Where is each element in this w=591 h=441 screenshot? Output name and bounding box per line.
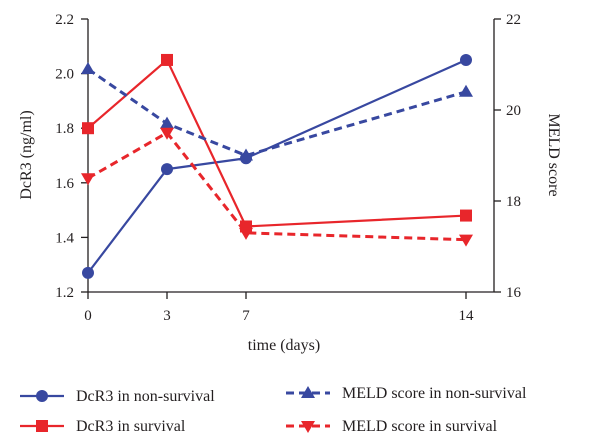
series-markers	[81, 53, 473, 279]
legend-label-3: MELD score in survival	[342, 418, 498, 435]
right-y-tick-label-1: 18	[506, 194, 521, 210]
series-line-1	[87, 58, 467, 228]
series-3-point-2	[239, 227, 253, 240]
legend-swatch-0	[20, 390, 64, 402]
x-tick-label-1: 3	[163, 308, 171, 324]
legend-marker-3	[301, 421, 315, 433]
tick-labels: 1.2 1.4 1.6 1.8 2.0 2.2 16 18 20 22 0 3 7 14	[55, 12, 521, 324]
series-2-point-1	[160, 116, 174, 129]
series-1-point-3	[460, 209, 472, 222]
series-line-3	[87, 131, 467, 242]
left-y-tick-label-5: 2.2	[55, 12, 74, 28]
legend-label-0: DcR3 in non-survival	[76, 388, 215, 405]
left-y-tick-label-3: 1.8	[55, 121, 74, 137]
tick-marks	[81, 18, 501, 299]
series-0-point-0	[82, 266, 94, 279]
series-0-point-1	[161, 163, 173, 176]
left-y-tick-label-1: 1.4	[55, 230, 74, 246]
series-1-point-1	[161, 53, 173, 66]
series-0-point-3	[460, 53, 472, 66]
legend: DcR3 in non-survival DcR3 in survival MELD…	[20, 385, 527, 435]
x-tick-label-2: 7	[242, 308, 250, 324]
legend-label-2: MELD score in non-survival	[342, 385, 527, 402]
legend-swatch-1	[20, 420, 64, 432]
right-y-tick-label-0: 16	[506, 285, 522, 301]
left-y-axis-title: DcR3 (ng/ml)	[18, 110, 35, 199]
right-y-tick-label-2: 20	[506, 103, 521, 119]
series-line-0	[87, 58, 467, 274]
axes	[87, 19, 495, 293]
series-3-point-0	[81, 173, 95, 186]
series-2-point-3	[459, 84, 473, 97]
series-1-point-0	[82, 122, 94, 135]
legend-marker-0	[36, 390, 48, 402]
series-2-point-2	[239, 148, 253, 161]
legend-label-1: DcR3 in survival	[76, 418, 186, 435]
left-y-tick-label-0: 1.2	[55, 285, 74, 301]
left-y-tick-label-4: 2.0	[55, 67, 74, 83]
x-tick-label-3: 14	[459, 308, 475, 324]
legend-marker-2	[301, 386, 315, 398]
series-3-point-3	[459, 234, 473, 247]
right-y-axis-title: MELD score	[545, 113, 562, 196]
series-line-2	[87, 67, 467, 157]
series-lines	[87, 58, 467, 274]
right-y-tick-label-3: 22	[506, 12, 521, 28]
legend-marker-1	[36, 420, 48, 432]
series-2-point-0	[81, 62, 95, 75]
x-tick-label-0: 0	[84, 308, 92, 324]
x-axis-title: time (days)	[248, 337, 320, 354]
legend-swatch-2	[286, 386, 330, 398]
legend-swatch-3	[286, 421, 330, 433]
series-3-point-1	[160, 127, 174, 140]
left-y-tick-label-2: 1.6	[55, 176, 74, 192]
